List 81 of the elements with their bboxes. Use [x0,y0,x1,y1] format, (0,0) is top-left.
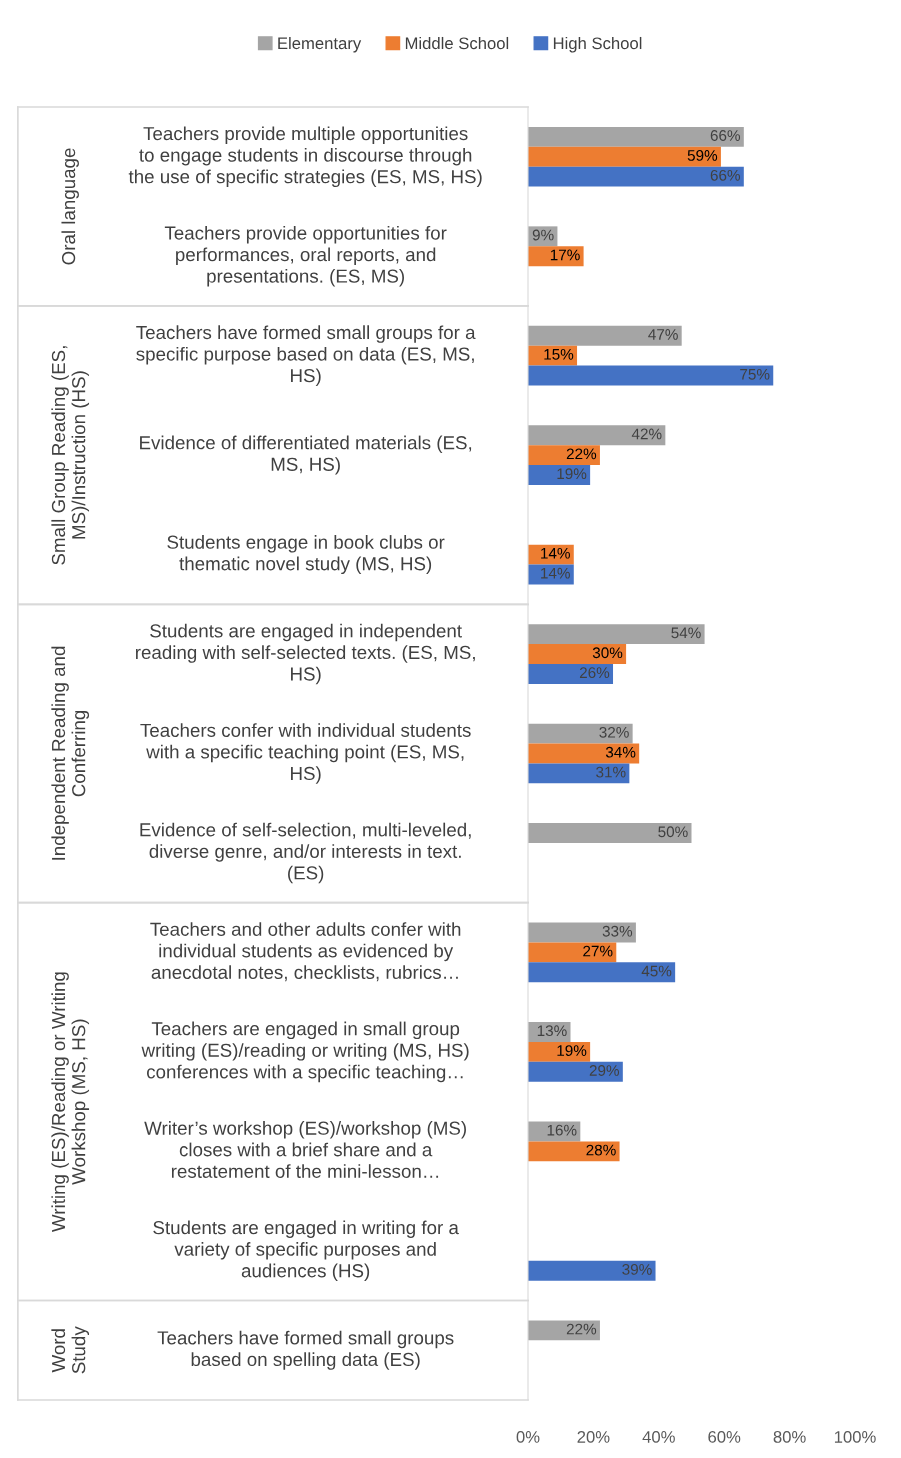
y-tick-label: Teachers confer with individual students with a specific teaching point (ES, MS, HS) [140,723,471,784]
data-label: 50% [658,826,688,838]
x-tick-label: 40% [642,1431,675,1443]
data-label: 19% [557,468,587,480]
y-tick-label: Teachers and other adults confer with individual students as evidenced by anecdotal notes, checklists, rubrics… [150,922,461,982]
bar [528,823,692,844]
legend-label: High School [553,36,642,53]
legend-label: Middle School [405,36,509,50]
data-label: 22% [566,448,597,460]
bar [528,743,640,764]
bar [528,624,705,645]
text: Word Study [51,1326,90,1374]
data-label: 9% [532,229,554,241]
data-label: 66% [710,169,741,181]
data-label: 28% [586,1144,616,1156]
bar [528,962,676,983]
text: Independent Reading and Conferring [51,646,90,860]
data-label: 26% [579,667,610,679]
bar [528,365,774,386]
data-label: 17% [550,249,580,261]
bar [528,644,627,664]
bar [528,1260,656,1281]
y-tick-label: Teachers provide multiple opportunities to engage students in discourse through the use of specific strategies (ES, MS, HS) [128,126,482,188]
data-label: 16% [547,1124,577,1136]
data-label: 14% [541,567,570,579]
y-tick-label: Students are engaged in writing for a variety of specific purposes and audiences (HS) [153,1220,459,1282]
y-tick-label: Students are engaged in independent reading with self-selected texts. (ES, MS, HS) [135,623,475,685]
data-label: 27% [583,945,613,957]
data-label: 47% [648,329,678,340]
data-label: 15% [544,349,574,360]
bar [528,425,666,446]
data-label: 31% [596,766,626,778]
bar [528,126,744,147]
data-label: 42% [631,428,662,440]
data-label: 34% [605,746,636,758]
data-label: 54% [671,627,701,639]
bar [528,445,600,466]
bar [528,1320,600,1341]
bar [528,1141,620,1162]
x-tick-label: 20% [577,1431,610,1443]
y-tick-label: Students engage in book clubs or thematic novel study (MS, HS) [167,535,445,575]
data-label: 33% [602,925,633,937]
data-label: 66% [710,130,741,141]
y-tick-label: Teachers provide opportunities for performances, oral reports, and presentations. (ES, MS) [164,225,447,287]
y-tick-label: Evidence of self-selection, multi-leveled, diverse genre, and/or interests in text. (ES) [140,822,471,884]
bar [528,942,617,963]
bar [528,922,636,943]
y-tick-label: Teachers have formed small groups for a specific purpose based on data (ES, MS, HS) [136,325,476,386]
x-tick-label: 60% [708,1431,741,1443]
x-tick-label: 0% [516,1431,540,1443]
data-label: 59% [687,150,718,161]
data-label: 19% [557,1045,587,1056]
y-tick-label: Teachers have formed small groups based on spelling data (ES) [157,1330,454,1370]
data-label: 29% [589,1065,620,1076]
data-label: 32% [599,726,629,738]
text: Oral language [61,148,79,265]
bar [528,1041,591,1062]
data-label: 45% [641,965,672,977]
data-label: 39% [622,1263,652,1275]
text: Writing (ES)/Reading or Writing Workshop (MS, HS) [51,972,90,1232]
data-label: 22% [566,1323,597,1335]
bar [528,663,614,684]
bar [528,325,682,346]
x-tick-label: 80% [773,1431,806,1443]
text: Small Group Reading (ES, MS)/Instruction (HS) [51,346,90,565]
bar [528,246,584,267]
x-tick-label: 100% [834,1431,876,1443]
y-tick-label: Evidence of differentiated materials (ES, MS, HS) [140,435,472,475]
bar [528,723,633,744]
bar [528,1061,623,1082]
y-tick-label: Teachers are engaged in small group writing (ES)/reading or writing (MS, HS) conferences with a specific teaching… [141,1021,469,1083]
bar [528,465,591,485]
data-label: 30% [592,647,623,659]
data-label: 75% [740,368,770,380]
bar [528,146,721,167]
data-label: 14% [541,547,570,559]
y-tick-label: Writer’s workshop (ES)/workshop (MS) closes with a brief share and a restatement of the mini-lesson… [144,1121,466,1178]
bar [528,763,630,784]
data-label: 13% [537,1025,567,1037]
legend-label: Elementary [278,36,362,53]
bar [528,166,744,187]
